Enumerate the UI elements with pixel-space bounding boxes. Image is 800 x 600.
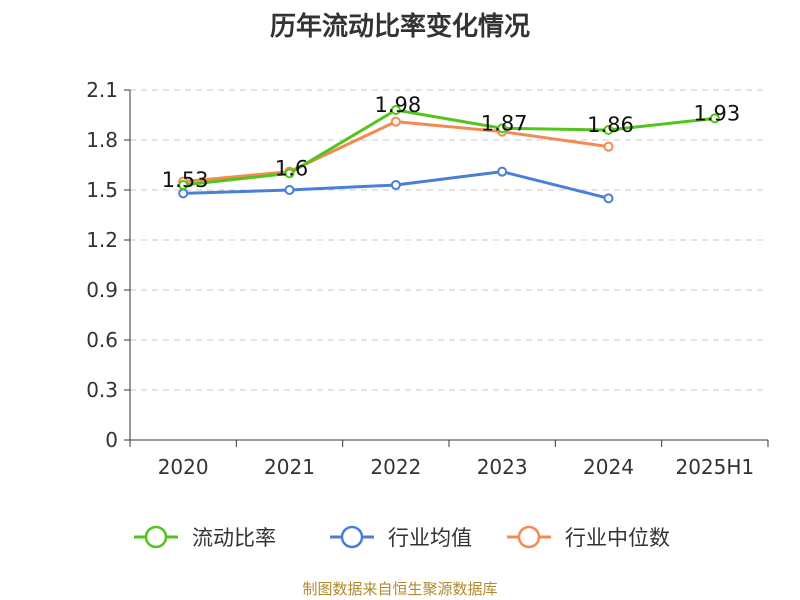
- y-tick-label: 0.6: [86, 328, 118, 352]
- y-tick-label: 2.1: [86, 78, 118, 102]
- source-note: 制图数据来自恒生聚源数据库: [302, 580, 498, 598]
- y-tick-label: 1.2: [86, 228, 118, 252]
- x-tick-label: 2024: [583, 455, 634, 479]
- y-tick-label: 0.9: [86, 278, 118, 302]
- data-point: [390, 116, 401, 127]
- x-tick-label: 2020: [158, 455, 209, 479]
- legend-label: 行业均值: [388, 526, 472, 550]
- y-tick-label: 1.8: [86, 128, 118, 152]
- legend-item-1[interactable]: 流动比率: [134, 525, 276, 550]
- series-1: [178, 105, 720, 190]
- x-tick-label: 2023: [477, 455, 528, 479]
- data-point: [497, 123, 508, 134]
- data-point: [603, 193, 614, 204]
- data-labels: 1.53 1.6 1.98 1.87 1.86 1.93: [162, 93, 740, 192]
- data-label: 1.53: [162, 168, 209, 192]
- data-label: 1.6: [275, 156, 308, 180]
- y-tick-label: 0.3: [86, 378, 118, 402]
- data-point: [603, 125, 614, 135]
- data-point: [284, 185, 295, 195]
- data-point: [178, 180, 189, 190]
- legend[interactable]: 流动比率 行业均值 行业中位数: [134, 525, 670, 550]
- x-tick-label: 2021: [264, 455, 315, 479]
- series-line: [183, 108, 715, 187]
- axes: 0 0.3 0.6 0.9 1.2 1.5 1.8 2.1 2020 2021 2022 2023 20…: [86, 78, 769, 479]
- y-tick-label: 0: [105, 428, 118, 452]
- gridlines: [130, 89, 768, 391]
- data-point: [390, 105, 401, 115]
- chart-title: 历年流动比率变化情况: [269, 12, 530, 42]
- legend-item-3[interactable]: 行业中位数: [507, 525, 670, 550]
- legend-swatch-marker: [340, 525, 364, 549]
- data-point: [284, 168, 295, 179]
- x-tick-label: 2022: [370, 455, 421, 479]
- legend-label: 行业中位数: [565, 526, 670, 550]
- y-tick-label: 1.5: [86, 178, 118, 202]
- legend-swatch-marker: [144, 525, 168, 549]
- data-label: 1.98: [374, 93, 421, 117]
- data-label: 1.93: [693, 101, 740, 125]
- x-tick-label: 2025H1: [675, 455, 754, 479]
- data-point: [497, 166, 508, 177]
- data-label: 1.87: [481, 111, 528, 135]
- legend-label: 流动比率: [192, 526, 276, 550]
- data-point: [603, 141, 614, 152]
- series-line: [183, 120, 609, 184]
- series-2: [178, 166, 614, 204]
- legend-swatch-marker: [517, 525, 541, 549]
- legend-item-2[interactable]: 行业均值: [330, 525, 472, 550]
- data-point: [709, 113, 720, 124]
- data-point: [390, 180, 401, 190]
- series-lines: [178, 105, 720, 204]
- data-label: 1.86: [587, 113, 634, 137]
